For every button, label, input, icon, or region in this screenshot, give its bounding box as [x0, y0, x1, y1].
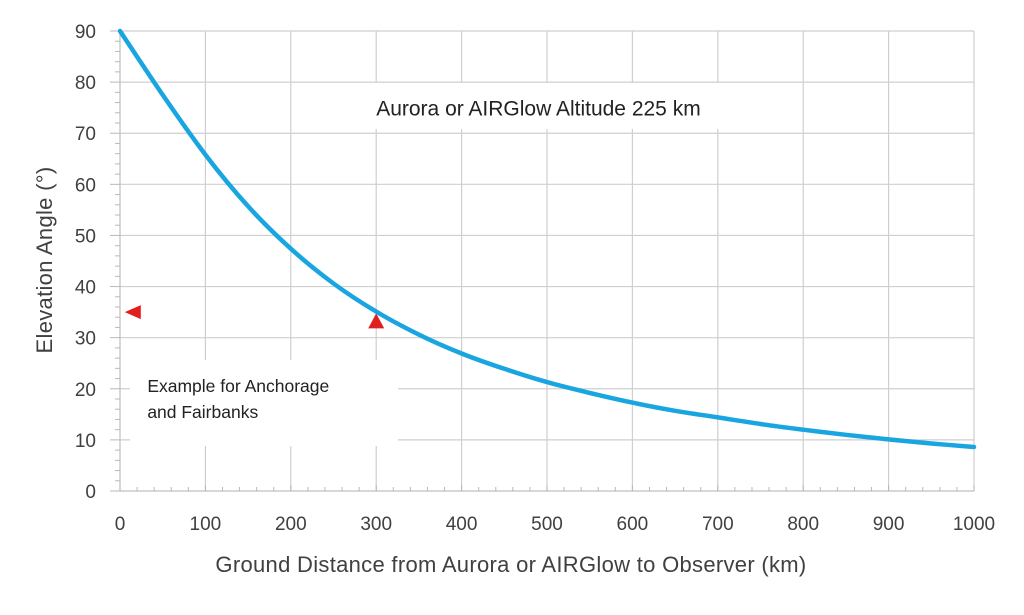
y-tick-label: 90 [75, 22, 96, 43]
y-tick-label: 80 [75, 73, 96, 94]
x-tick-label: 1000 [953, 514, 995, 535]
x-tick-label: 400 [446, 514, 478, 535]
y-tick-label: 20 [75, 380, 96, 401]
y-tick-label: 10 [75, 431, 96, 452]
x-tick-label: 600 [617, 514, 649, 535]
x-tick-label: 300 [360, 514, 392, 535]
x-tick-label: 900 [873, 514, 905, 535]
anchorage-marker [124, 305, 141, 320]
y-axis-title: Elevation Angle (°) [32, 167, 57, 354]
y-tick-label: 70 [75, 124, 96, 145]
x-tick-label: 100 [190, 514, 222, 535]
title-annotation-background [320, 83, 740, 129]
example-annotation-line: and Fairbanks [147, 402, 258, 422]
y-tick-label: 40 [75, 278, 96, 299]
x-tick-label: 200 [275, 514, 307, 535]
x-tick-label: 800 [787, 514, 819, 535]
example-annotation-line: Example for Anchorage [147, 376, 329, 396]
y-tick-label: 0 [85, 482, 96, 503]
x-tick-label: 700 [702, 514, 734, 535]
x-tick-label: 500 [531, 514, 563, 535]
fairbanks-marker [368, 313, 385, 329]
y-tick-labels: 0 10 20 30 40 50 60 70 80 90 [75, 22, 96, 503]
annotation-backgrounds [130, 83, 740, 446]
y-tick-label: 50 [75, 226, 96, 247]
x-axis-title: Ground Distance from Aurora or AIRGlow t… [215, 552, 806, 577]
series-layer [117, 28, 977, 450]
y-tick-label: 30 [75, 329, 96, 350]
y-tick-label: 60 [75, 175, 96, 196]
markers [124, 305, 385, 329]
annotations: Aurora or AIRGlow Altitude 225 km Example… [147, 98, 700, 422]
example-annotation-background [130, 360, 398, 446]
minor-ticks [110, 30, 975, 492]
elevation-curve [117, 28, 977, 450]
x-tick-label: 0 [115, 514, 126, 535]
altitude-annotation: Aurora or AIRGlow Altitude 225 km [376, 98, 701, 121]
x-tick-labels: 0 100 200 300 400 500 600 700 800 900 1000 [115, 514, 995, 535]
